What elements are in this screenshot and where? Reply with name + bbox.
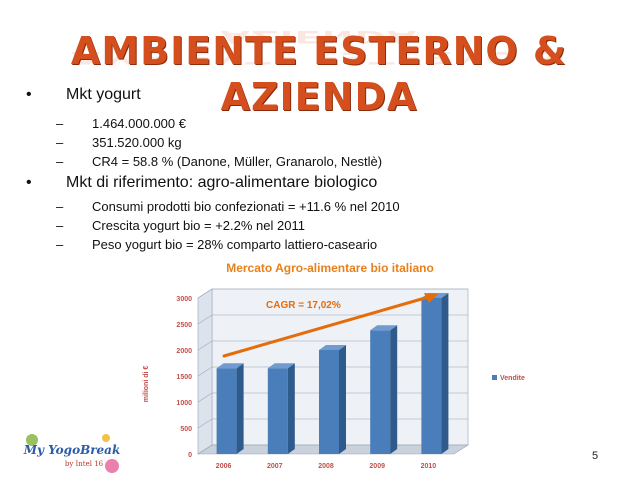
- dash-glyph: –: [56, 237, 64, 252]
- x-tick-label: 2008: [318, 463, 334, 470]
- gridline: [197, 314, 468, 325]
- dash-glyph: –: [56, 154, 64, 169]
- slide-title: AMBIENTE ESTERNO & AZIENDA: [70, 29, 568, 119]
- y-tick-label: 1000: [176, 400, 192, 407]
- y-axis-label: milioni di €: [143, 366, 150, 403]
- bullet-glyph: •: [26, 174, 32, 191]
- bar: [216, 368, 237, 454]
- logo-subtext: by Intel 16: [65, 460, 104, 468]
- y-tick-label: 2500: [176, 322, 192, 329]
- bar: [421, 298, 442, 454]
- bullet-glyph: •: [26, 86, 32, 103]
- bar-top: [319, 345, 346, 350]
- y-axis-ticks: 0 500 1000 1500 2000 2500 3000: [176, 296, 192, 459]
- y-tick-label: 3000: [176, 296, 192, 303]
- sub-bullet-text: Peso yogurt bio = 28% comparto lattiero-…: [92, 237, 378, 252]
- dash-glyph: –: [56, 116, 64, 131]
- x-tick-label: 2007: [267, 463, 283, 470]
- chart-legend: Vendite: [492, 375, 525, 382]
- legend-label: Vendite: [500, 375, 525, 382]
- x-tick-label: 2010: [421, 463, 437, 470]
- page-number: 5: [592, 450, 599, 462]
- bar-side: [390, 325, 398, 454]
- y-tick-label: 500: [180, 426, 192, 433]
- dash-glyph: –: [56, 135, 64, 150]
- bar-top: [370, 325, 398, 331]
- bullet-label: Mkt yogurt: [66, 86, 141, 103]
- gridline: [197, 288, 468, 299]
- yogobreak-logo: My YogoBreak by Intel 16: [22, 430, 122, 476]
- y-tick-label: 0: [188, 452, 192, 459]
- y-tick-label: 1500: [176, 374, 192, 381]
- chart-bars: [216, 293, 449, 454]
- y-tick-label: 2000: [176, 348, 192, 355]
- bar-top: [267, 363, 295, 369]
- sub-bullet-text: 1.464.000.000 €: [92, 116, 186, 131]
- trend-arrow: [222, 293, 438, 358]
- bar: [319, 350, 339, 454]
- sub-bullet-text: Crescita yogurt bio = +2.2% nel 2011: [92, 218, 305, 233]
- bar-side: [236, 363, 244, 454]
- sub-bullet-text: 351.520.000 kg: [92, 135, 182, 150]
- dash-glyph: –: [56, 199, 64, 214]
- x-axis-ticks: 2006 2007 2008 2009 2010: [216, 463, 436, 470]
- bar-chart: Mercato Agro-alimentare bio italiano mil…: [143, 261, 525, 470]
- trend-arrowhead: [424, 293, 438, 303]
- cagr-annotation: CAGR = 17,02%: [266, 300, 341, 311]
- bar: [370, 330, 391, 454]
- dash-glyph: –: [56, 218, 64, 233]
- bar-side: [287, 363, 295, 454]
- sub-bullet-text: Consumi prodotti bio confezionati = +11.…: [92, 199, 400, 214]
- trend-line: [222, 294, 434, 358]
- bullet-label: Mkt di riferimento: agro-alimentare biol…: [66, 174, 378, 191]
- bar-side: [339, 345, 346, 454]
- bar-top: [216, 363, 244, 369]
- slide-title-reflection: AMBIENTE ESTERNO & AZIENDA: [70, 27, 568, 68]
- logo-text: My YogoBreak: [23, 443, 121, 457]
- bar: [267, 368, 288, 454]
- chart-title: Mercato Agro-alimentare bio italiano: [226, 261, 434, 275]
- legend-swatch: [492, 375, 497, 380]
- sub-bullet-text: CR4 = 58.8 % (Danone, Müller, Granarolo,…: [92, 154, 383, 169]
- x-tick-label: 2006: [216, 463, 232, 470]
- bar-side: [441, 293, 449, 454]
- x-tick-label: 2009: [369, 463, 385, 470]
